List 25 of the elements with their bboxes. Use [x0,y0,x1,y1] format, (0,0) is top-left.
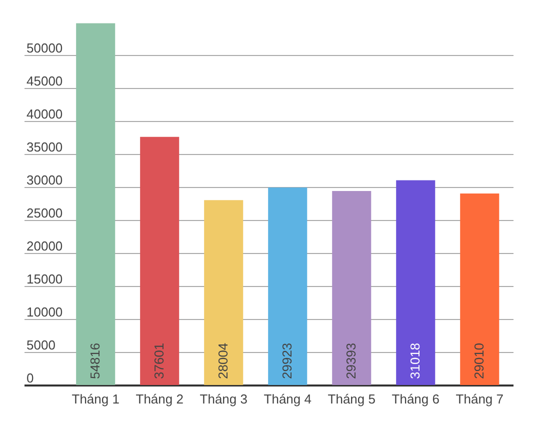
data-label: 29010 [472,342,487,379]
y-tick-label: 5000 [26,338,56,352]
y-tick-label: 45000 [26,74,63,88]
y-tick-label: 25000 [26,206,63,220]
data-label: 37601 [152,342,167,379]
data-label: 29393 [344,342,359,379]
y-tick-label: 50000 [26,40,63,56]
x-tick-label: Tháng 4 [264,392,312,406]
y-tick-label: 15000 [26,272,63,286]
x-tick-label: Tháng 1 [72,392,120,406]
data-label: 31018 [408,342,423,379]
y-tick-label: 30000 [26,172,63,188]
y-tick-label: 20000 [26,238,63,254]
x-tick-label: Tháng 3 [200,392,248,406]
x-tick-label: Tháng 2 [136,392,184,406]
data-label: 54816 [88,342,103,379]
y-tick-label: 10000 [26,304,63,320]
y-tick-label: 40000 [26,106,63,122]
y-tick-label: 0 [26,370,34,386]
x-tick-label: Tháng 5 [328,392,376,406]
y-tick-label: 35000 [26,140,63,154]
x-tick-label: Tháng 6 [392,392,440,406]
data-label: 28004 [216,342,231,379]
x-tick-label: Tháng 7 [456,392,504,406]
data-label: 29923 [280,342,295,379]
